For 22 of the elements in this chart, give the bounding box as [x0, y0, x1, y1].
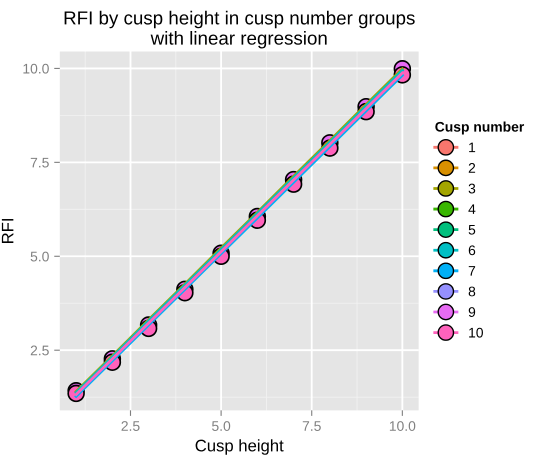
y-tick-label: 10.0 — [23, 64, 49, 74]
legend-label: 6 — [468, 245, 476, 256]
legend-label: 1 — [469, 142, 476, 152]
x-tick-label: 10.0 — [390, 421, 416, 431]
legend-label: 4 — [468, 204, 476, 214]
x-axis-title: Cusp height — [196, 439, 284, 455]
legend-label: 5 — [468, 224, 476, 235]
legend-label: 8 — [468, 286, 476, 296]
y-axis-title: RFI — [2, 219, 14, 243]
legend-label: 10 — [469, 328, 483, 338]
legend-label: 9 — [468, 307, 476, 317]
x-tick-label: 7.5 — [302, 421, 321, 431]
x-tick-label: 2.5 — [122, 421, 140, 431]
x-tick-label: 5.0 — [212, 421, 230, 431]
legend-label: 7 — [468, 266, 476, 276]
chart-title: RFI by cusp height in cusp number groups with linear regression — [64, 10, 415, 48]
legend-title: Cusp number — [435, 122, 524, 134]
y-tick-label: 2.5 — [30, 346, 49, 356]
legend-label: 3 — [468, 184, 476, 194]
y-tick-label: 7.5 — [30, 158, 49, 168]
y-tick-label: 5.0 — [30, 252, 49, 262]
legend-label: 2 — [468, 163, 476, 173]
